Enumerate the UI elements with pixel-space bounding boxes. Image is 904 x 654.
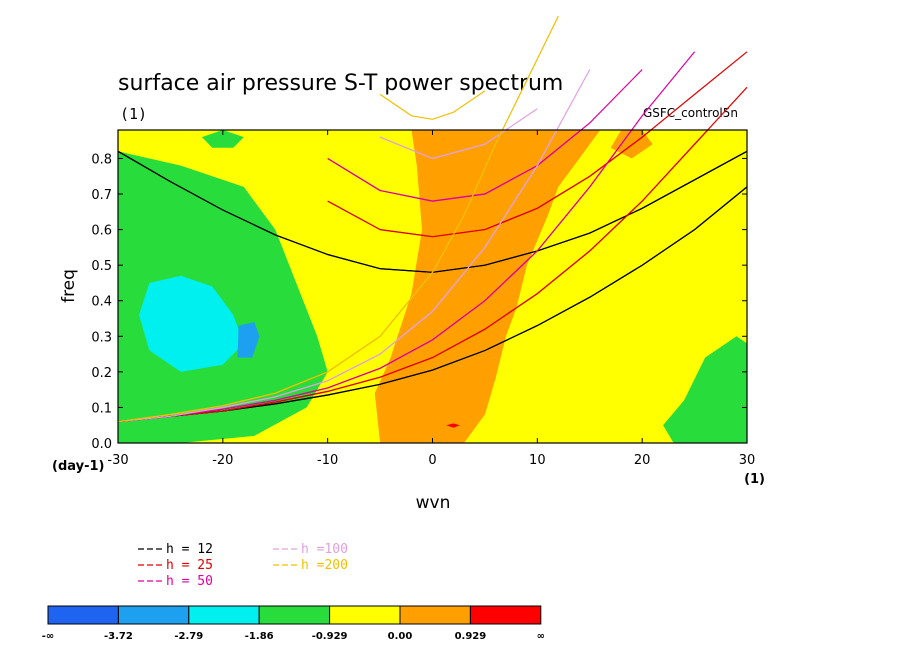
contour-region-7 <box>446 423 460 428</box>
x-tick-label: -30 <box>107 453 128 468</box>
color-bar-swatch <box>329 605 401 625</box>
legend-entry: h = 50 <box>166 574 213 589</box>
color-bar-label: -2.79 <box>174 631 203 642</box>
color-bar-label: -∞ <box>42 631 54 642</box>
color-bar-swatch <box>469 605 542 625</box>
x-tick-label: 20 <box>634 453 651 468</box>
dispersion-curve-extension-9 <box>117 15 559 423</box>
y-tick-label: 0.6 <box>91 224 112 239</box>
y-tick-label: 0.2 <box>91 366 112 381</box>
color-bar-swatch <box>188 605 260 625</box>
x-tick-label: -10 <box>317 453 338 468</box>
contour-region-3 <box>663 336 747 443</box>
y-tick-label: 0.5 <box>91 259 112 274</box>
y-unit-label: (day-1) <box>52 459 104 474</box>
color-bar-label: -0.929 <box>312 631 348 642</box>
x-axis-ticks: -30 -20 -10 0 10 20 30 <box>107 130 755 468</box>
legend-entry: h =200 <box>301 558 348 573</box>
color-bar: -∞ -3.72 -2.79 -1.86 -0.929 0.00 0.929 ∞ <box>42 605 545 642</box>
dispersion-curve-extension-7 <box>117 69 591 423</box>
color-bar-swatch <box>117 605 190 625</box>
y-tick-label: 0.7 <box>91 188 112 203</box>
x-unit-label: (1) <box>744 472 765 487</box>
dispersion-curve-extension-4 <box>327 69 643 202</box>
contour-region-4 <box>201 130 244 148</box>
x-tick-label: 0 <box>428 453 436 468</box>
dispersion-curves-above-plot <box>117 15 748 423</box>
contour-region-0 <box>118 151 328 443</box>
x-axis-label: wvn <box>416 493 451 513</box>
contour-region-1 <box>139 275 244 372</box>
y-tick-label: 0.0 <box>91 437 112 452</box>
legend-entry: h = 12 <box>166 542 213 557</box>
legend-entry: h = 25 <box>166 558 213 573</box>
dispersion-curve-extension-2 <box>327 51 748 238</box>
dispersion-curve-extension-8 <box>379 90 486 120</box>
y-axis-ticks: 0.0 0.1 0.2 0.3 0.4 0.5 0.6 0.7 0.8 <box>91 152 747 452</box>
y-tick-label: 0.3 <box>91 330 112 345</box>
dispersion-curve-extension-6 <box>379 108 538 160</box>
dispersion-curve-extension-5 <box>117 51 696 423</box>
color-bar-swatch <box>47 605 119 625</box>
color-bar-swatch <box>399 605 471 625</box>
color-bar-label: ∞ <box>537 631 545 642</box>
x-tick-label: 10 <box>529 453 546 468</box>
color-bar-label: 0.00 <box>388 631 413 642</box>
y-tick-label: 0.8 <box>91 152 112 167</box>
dispersion-curve-extension-3 <box>117 86 748 423</box>
contour-region-2 <box>237 322 260 358</box>
y-tick-label: 0.1 <box>91 401 112 416</box>
contour-region-5 <box>374 130 601 443</box>
x-tick-label: 30 <box>739 453 756 468</box>
color-bar-label: -1.86 <box>245 631 274 642</box>
color-bar-swatch <box>258 605 331 625</box>
y-axis-label: freq <box>59 269 79 303</box>
legend-entry: h =100 <box>301 542 348 557</box>
color-bar-label: -3.72 <box>104 631 133 642</box>
color-bar-label: 0.929 <box>455 631 487 642</box>
chart-subtitle: (1) <box>120 105 147 123</box>
x-tick-label: -20 <box>212 453 233 468</box>
chart-title: surface air pressure S-T power spectrum <box>118 71 563 96</box>
y-tick-label: 0.4 <box>91 295 112 310</box>
